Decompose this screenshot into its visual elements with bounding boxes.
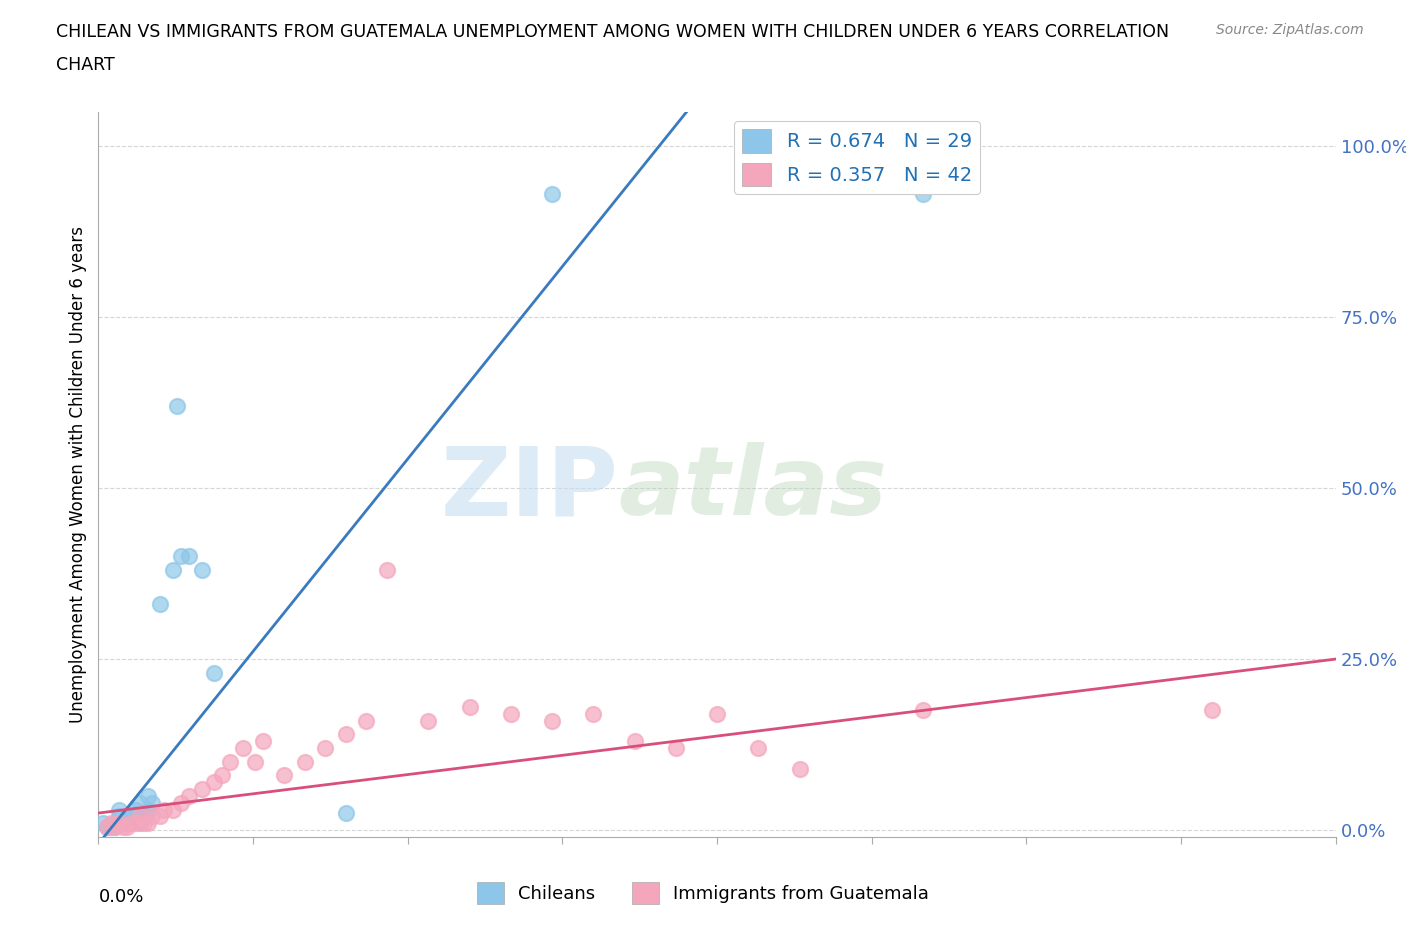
Point (211, 768, 233, 783)
Text: atlas: atlas (619, 443, 887, 536)
Point (314, 740, 336, 755)
Point (120, 816, 142, 830)
Point (356, 713, 378, 728)
Point (104, 819, 127, 834)
Point (166, 398, 188, 413)
Point (458, 699, 481, 714)
Point (104, 816, 127, 830)
Point (706, 707, 728, 722)
Point (252, 734, 274, 749)
Text: Source: ZipAtlas.com: Source: ZipAtlas.com (1216, 23, 1364, 37)
Y-axis label: Unemployment Among Women with Children Under 6 years: Unemployment Among Women with Children U… (69, 226, 87, 723)
Legend: R = 0.674   N = 29, R = 0.357   N = 42: R = 0.674 N = 29, R = 0.357 N = 42 (734, 121, 980, 194)
Point (1201, 703, 1223, 718)
Text: CHART: CHART (56, 56, 115, 73)
Point (112, 819, 135, 834)
Point (112, 816, 135, 830)
Point (100, 816, 122, 830)
Point (136, 816, 159, 830)
Point (100, 819, 122, 834)
Point (108, 803, 131, 817)
Point (128, 809, 150, 824)
Point (104, 819, 127, 834)
Point (117, 816, 139, 830)
Point (108, 816, 131, 830)
Point (232, 740, 254, 755)
Point (128, 795, 150, 810)
Point (623, 734, 645, 749)
Point (541, 186, 564, 201)
Point (162, 803, 184, 817)
Point (541, 713, 564, 728)
Point (335, 727, 357, 742)
Point (149, 809, 172, 824)
Text: 0.0%: 0.0% (98, 888, 143, 906)
Point (120, 809, 142, 824)
Point (108, 809, 131, 824)
Point (124, 816, 146, 830)
Point (747, 740, 769, 755)
Point (582, 707, 605, 722)
Point (335, 805, 357, 820)
Point (219, 754, 242, 769)
Point (294, 754, 316, 769)
Point (136, 789, 159, 804)
Point (190, 563, 212, 578)
Point (117, 819, 139, 834)
Point (120, 816, 142, 830)
Point (136, 803, 159, 817)
Point (190, 781, 212, 796)
Point (153, 803, 176, 817)
Point (170, 549, 193, 564)
Text: CHILEAN VS IMMIGRANTS FROM GUATEMALA UNEMPLOYMENT AMONG WOMEN WITH CHILDREN UNDE: CHILEAN VS IMMIGRANTS FROM GUATEMALA UNE… (56, 23, 1170, 41)
Point (418, 713, 440, 728)
Point (202, 665, 225, 680)
Point (128, 816, 150, 830)
Point (499, 707, 522, 722)
Text: ZIP: ZIP (440, 443, 619, 536)
Point (243, 754, 266, 769)
Point (132, 816, 155, 830)
Point (202, 775, 225, 790)
Point (273, 768, 295, 783)
Point (141, 795, 163, 810)
Point (96, 819, 118, 834)
Point (179, 549, 201, 564)
Point (132, 809, 155, 824)
Point (665, 740, 688, 755)
Legend: Chileans, Immigrants from Guatemala: Chileans, Immigrants from Guatemala (470, 875, 936, 911)
Point (149, 597, 172, 612)
Point (912, 703, 935, 718)
Point (124, 803, 146, 817)
Point (789, 761, 811, 776)
Point (912, 186, 935, 201)
Point (141, 809, 163, 824)
Point (179, 789, 201, 804)
Point (170, 795, 193, 810)
Point (162, 563, 184, 578)
Point (91, 816, 114, 830)
Point (117, 809, 139, 824)
Point (96, 819, 118, 834)
Point (375, 563, 398, 578)
